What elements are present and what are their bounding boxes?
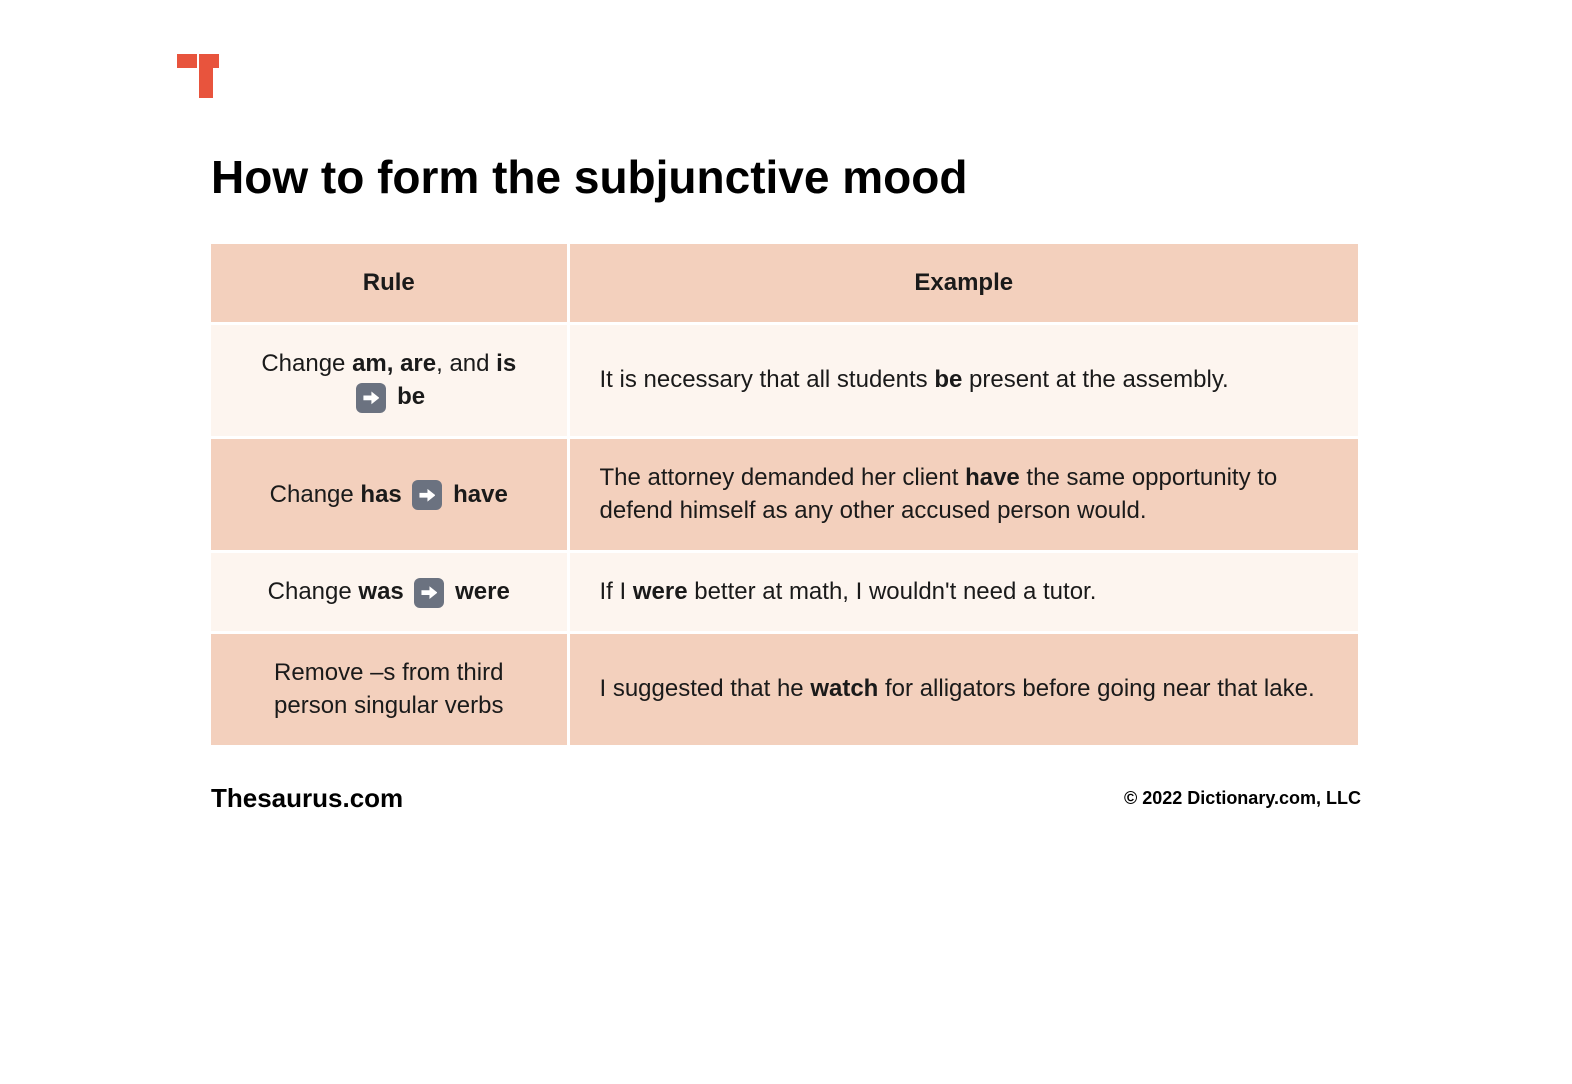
table-row: Change has haveThe attorney demanded her…: [211, 437, 1360, 551]
arrow-right-icon: [356, 383, 386, 413]
footer: Thesaurus.com © 2022 Dictionary.com, LLC: [211, 783, 1361, 814]
rule-cell: Change was were: [211, 551, 568, 632]
page-title: How to form the subjunctive mood: [211, 150, 1411, 204]
example-cell: It is necessary that all students be pre…: [568, 323, 1360, 437]
table-header-row: Rule Example: [211, 244, 1360, 323]
rule-cell: Remove –s from third person singular ver…: [211, 632, 568, 746]
column-header-example: Example: [568, 244, 1360, 323]
rule-cell: Change has have: [211, 437, 568, 551]
brand-text: Thesaurus.com: [211, 783, 403, 814]
table-row: Change was wereIf I were better at math,…: [211, 551, 1360, 632]
table-row: Change am, are, and is beIt is necessary…: [211, 323, 1360, 437]
rules-table: Rule Example Change am, are, and is beIt…: [211, 244, 1361, 748]
arrow-right-icon: [412, 480, 442, 510]
example-cell: If I were better at math, I wouldn't nee…: [568, 551, 1360, 632]
arrow-right-icon: [414, 578, 444, 608]
thesaurus-logo-icon: [171, 50, 231, 115]
rule-cell: Change am, are, and is be: [211, 323, 568, 437]
example-cell: The attorney demanded her client have th…: [568, 437, 1360, 551]
infographic-card: How to form the subjunctive mood Rule Ex…: [161, 0, 1411, 814]
table-row: Remove –s from third person singular ver…: [211, 632, 1360, 746]
copyright-text: © 2022 Dictionary.com, LLC: [1124, 788, 1361, 809]
example-cell: I suggested that he watch for alligators…: [568, 632, 1360, 746]
column-header-rule: Rule: [211, 244, 568, 323]
